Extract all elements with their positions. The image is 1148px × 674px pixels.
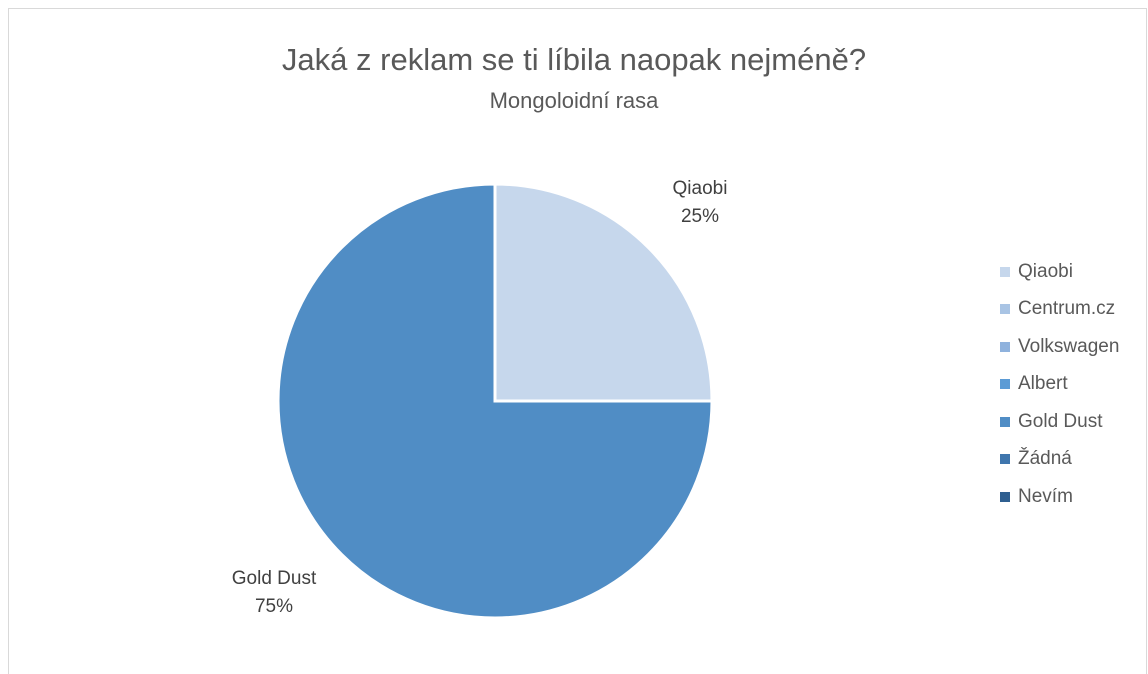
legend-label: Gold Dust: [1018, 410, 1103, 432]
pie-slices: [276, 182, 714, 620]
legend-item: Nevím: [1000, 478, 1119, 516]
chart-subtitle: Mongoloidní rasa: [489, 88, 659, 113]
legend-swatch: [1000, 341, 1010, 352]
legend-swatch: [1000, 416, 1010, 427]
legend-item: Žádná: [1000, 441, 1119, 479]
pie-data-labels: Qiaobi 25% Gold Dust 75%: [232, 178, 728, 617]
legend-item: Volkswagen: [1000, 328, 1119, 366]
legend-swatch: [1000, 304, 1010, 315]
chart-title: Jaká z reklam se ti líbila naopak nejmén…: [281, 42, 867, 77]
legend-item: Qiaobi: [1000, 253, 1119, 291]
legend-item: Centrum.cz: [1000, 291, 1119, 329]
legend-label: Žádná: [1018, 448, 1072, 470]
legend-swatch: [1000, 491, 1010, 502]
data-label-value: 25%: [681, 206, 719, 227]
legend-swatch: [1000, 266, 1010, 277]
legend-swatch: [1000, 379, 1010, 390]
pie-slice-gold-dust: [276, 182, 714, 620]
legend-label: Volkswagen: [1018, 335, 1120, 357]
legend-label: Albert: [1018, 373, 1068, 395]
legend-label: Qiaobi: [1018, 260, 1073, 282]
chart-frame: [8, 8, 1147, 674]
pie-slice-qiaobi: [493, 182, 714, 403]
legend-swatch: [1000, 454, 1010, 465]
data-label-name: Gold Dust: [232, 568, 317, 589]
legend-label: Centrum.cz: [1018, 298, 1116, 320]
chart-legend: Qiaobi Centrum.cz Volkswagen Albert Gold Dus…: [1000, 253, 1119, 516]
legend-item: Albert: [1000, 366, 1119, 404]
legend-label: Nevím: [1018, 485, 1073, 507]
data-label-value: 75%: [255, 596, 293, 617]
data-label-name: Qiaobi: [673, 178, 728, 199]
legend-item: Gold Dust: [1000, 403, 1119, 441]
